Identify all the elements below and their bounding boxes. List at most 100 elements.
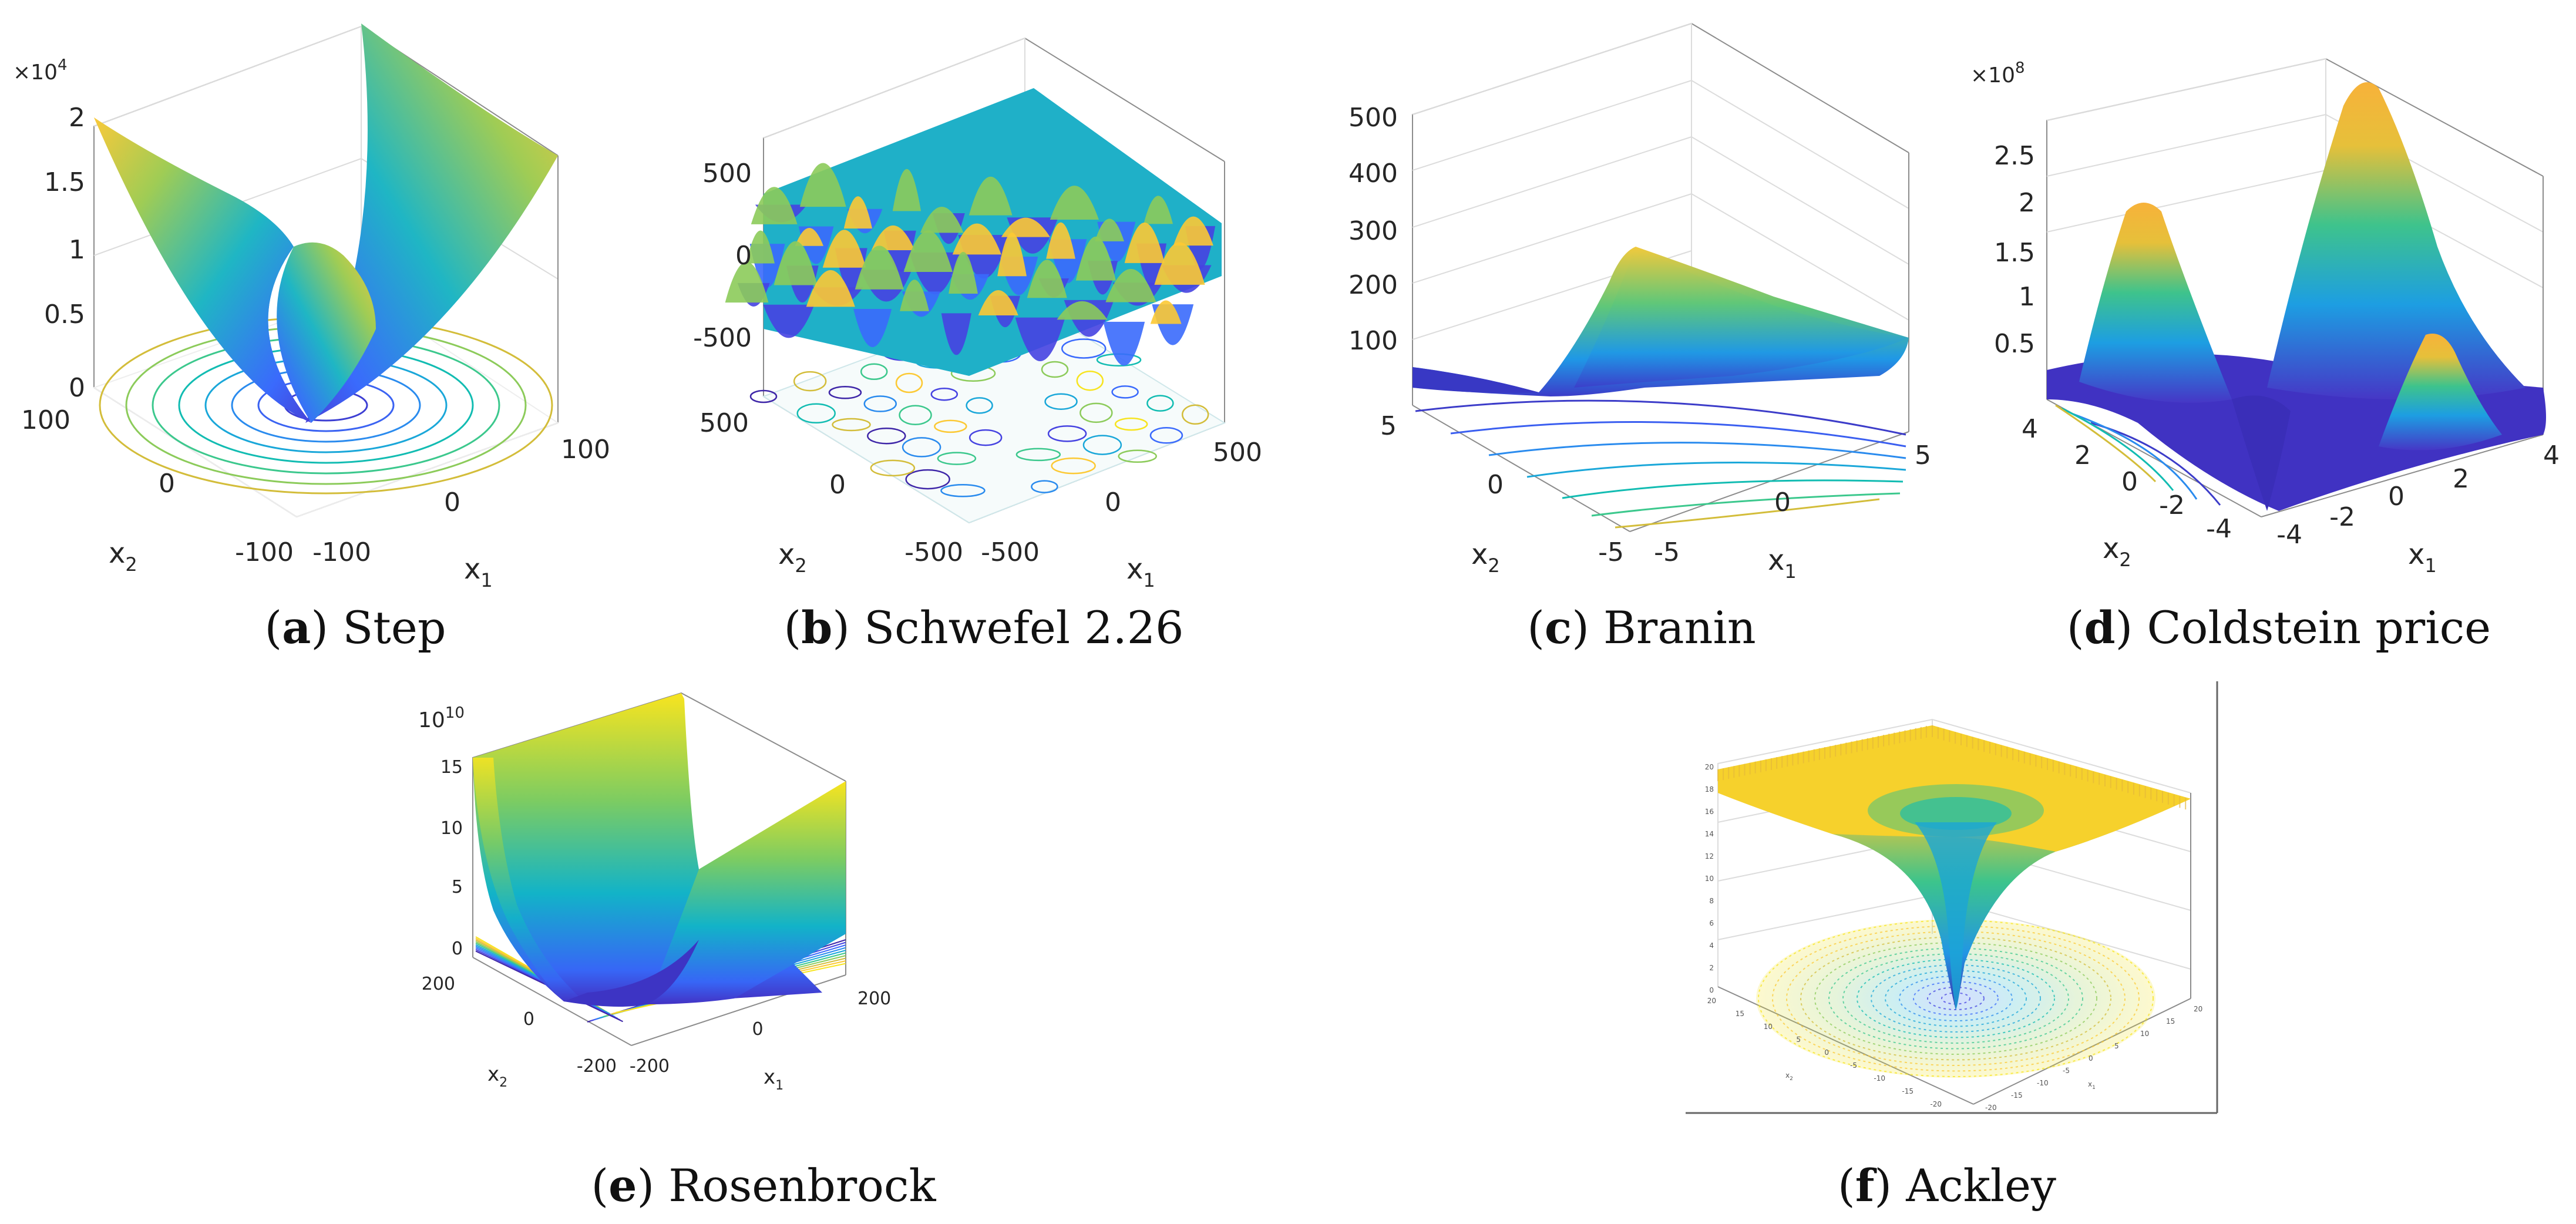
contour-ring: [1842, 953, 2069, 1044]
x1tick-label: -20: [1985, 1104, 1997, 1112]
surface-peak: [978, 290, 1018, 315]
x1tick-label: -500: [981, 537, 1040, 567]
surface-peak: [822, 230, 866, 268]
x2tick-label: 4: [2022, 414, 2038, 444]
x1tick-label: 0: [1774, 487, 1791, 517]
caption-rosenbrock: (e) Rosenbrock: [591, 1159, 936, 1212]
contour-loop: [793, 371, 827, 392]
z-multiplier: 1010: [418, 704, 465, 732]
x2tick-label: 0: [1487, 470, 1504, 500]
ztick-label: 400: [1348, 159, 1398, 189]
ztick-label: 0: [1709, 986, 1714, 994]
ztick-label: 4: [1709, 941, 1714, 950]
contour-ring: [1814, 942, 2097, 1055]
surface-peak: [774, 241, 818, 285]
x1tick-label: -2: [2329, 502, 2355, 532]
surface-peak: [795, 228, 823, 246]
panel-ackley: 20 18 16 14 12 10 8 6 4 2 0 20 15 10 5 0…: [1686, 681, 2218, 1212]
x2tick-label: 200: [422, 974, 455, 994]
ztick-label: 5: [452, 877, 463, 897]
ztick-label: 15: [440, 757, 463, 778]
panel-branin: 500 400 300 200 100 5 0 -5 -5 0 5 x2 x1 …: [1348, 22, 1931, 654]
contour-loop: [870, 459, 916, 477]
ztick-label: 2: [2019, 188, 2035, 218]
ztick-label: 0: [735, 241, 752, 271]
ztick-label: 2: [69, 103, 85, 133]
ztick-label: 300: [1348, 216, 1398, 246]
panel-schwefel: 500 0 -500 500 0 -500 -500 0 500 x2 x1 (…: [693, 37, 1262, 654]
surface-peak: [1103, 321, 1145, 366]
contour-loop: [899, 405, 932, 425]
z-ticks: 20 18 16 14 12 10 8 6 4 2 0: [1705, 763, 1714, 994]
z-multiplier: ×108: [1970, 59, 2025, 88]
caption-branin: (c) Branin: [1527, 601, 1756, 654]
x2tick-label: -20: [1930, 1100, 1942, 1108]
panel-step: 2 1.5 1 0.5 0 ×104 100 0 -100 -100 0 100…: [13, 23, 610, 654]
x2tick-label: 10: [1764, 1023, 1773, 1031]
surface-peak: [1027, 260, 1067, 298]
surface-rosenbrock: [473, 693, 846, 1007]
surface-peak: [968, 176, 1013, 216]
surface-peak: [725, 261, 769, 303]
contour-loop: [1082, 435, 1122, 455]
x1tick-label: -10: [2037, 1079, 2049, 1087]
surface-peak: [949, 251, 978, 294]
contour-loop: [905, 469, 950, 490]
ztick-label: 2: [1709, 964, 1714, 972]
surface-peak: [855, 246, 904, 290]
x1tick-label: 15: [2166, 1017, 2175, 1025]
contour-loop: [930, 387, 959, 401]
x2tick-label: 500: [700, 408, 749, 438]
contour-loop: [1031, 480, 1058, 493]
contour-loop: [1044, 393, 1078, 410]
ztick-label: 0.5: [44, 300, 85, 329]
surface-peak: [843, 196, 873, 229]
surface-branin: [1413, 247, 1909, 396]
x2-ticks: 4 2 0 -2 -4: [2022, 414, 2232, 544]
x2tick-label: -500: [904, 537, 963, 567]
x2tick-label: 2: [2074, 440, 2091, 470]
ztick-label: 0.5: [1994, 329, 2035, 359]
ztick-label: 10: [1705, 875, 1714, 883]
x1tick-label: -15: [2011, 1091, 2023, 1099]
x1tick-label: 0: [444, 487, 460, 517]
x1-axis-label: x1: [464, 553, 493, 591]
ztick-label: 18: [1705, 785, 1714, 793]
x2-axis-label: x2: [1785, 1071, 1793, 1082]
surface-peak: [903, 230, 953, 273]
x2tick-label: 5: [1380, 411, 1397, 441]
x1tick-label: 100: [561, 435, 610, 465]
z-ticks: 500 0 -500: [693, 159, 752, 353]
ztick-label: 12: [1705, 852, 1714, 860]
contour-ring: [1913, 981, 1999, 1016]
surface-peak: [920, 207, 964, 233]
contour-loop: [1061, 338, 1107, 359]
surface-schwefel: [725, 88, 1222, 376]
contour-loop: [1076, 370, 1104, 391]
z-ticks: 500 400 300 200 100: [1348, 103, 1398, 356]
x1tick-label: 5: [1915, 440, 1931, 470]
surface-peak: [853, 309, 892, 348]
x1tick-label: 200: [857, 988, 891, 1009]
contour-loop: [796, 403, 836, 424]
contour-loop: [828, 386, 862, 399]
x1tick-label: 0: [752, 1019, 763, 1040]
contour-loop: [1041, 361, 1069, 378]
contour-loop: [937, 452, 977, 465]
ztick-label: 1: [2019, 282, 2035, 312]
x2tick-label: -15: [1902, 1087, 1913, 1095]
ztick-label: 10: [440, 818, 463, 839]
surface-peak: [1105, 268, 1156, 302]
x2tick-label: 0: [1824, 1048, 1829, 1057]
surface-peak: [892, 169, 922, 211]
contour-loop: [1015, 448, 1061, 462]
x1-axis-label: x1: [2088, 1080, 2096, 1091]
x2tick-label: -100: [235, 537, 294, 567]
x2-axis-label: x2: [109, 537, 137, 576]
caption-ackley: (f) Ackley: [1838, 1159, 2056, 1212]
x1tick-label: 0: [2089, 1054, 2093, 1062]
z-ticks: 15 10 5 0: [440, 757, 463, 959]
contour-floor: [1415, 399, 1906, 529]
ztick-label: 16: [1705, 808, 1714, 816]
